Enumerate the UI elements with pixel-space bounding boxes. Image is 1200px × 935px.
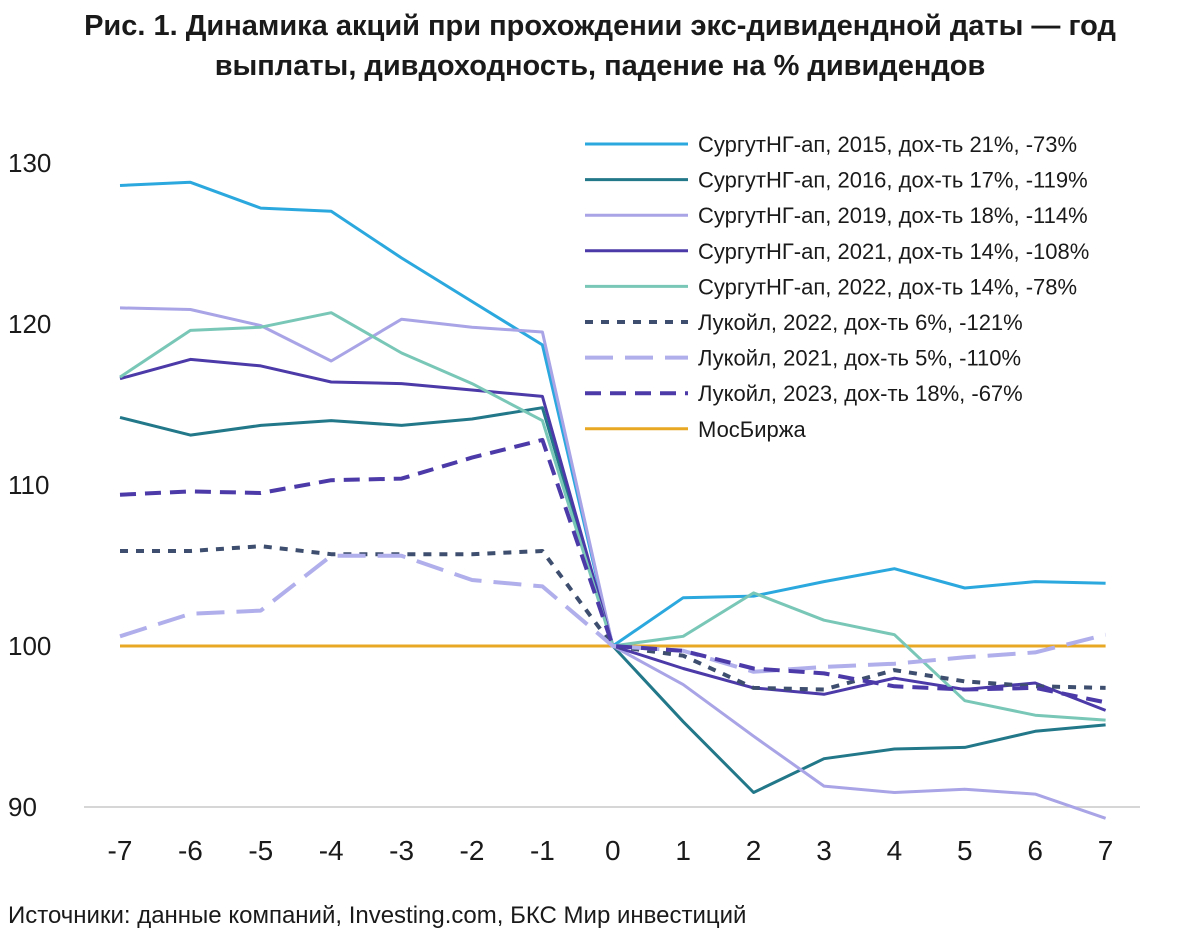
series-line-8 bbox=[119, 437, 1107, 705]
series-line-7 bbox=[119, 553, 1107, 674]
chart-title-line-1: Рис. 1. Динамика акций при прохождении э… bbox=[84, 10, 1116, 42]
legend-label: СургутНГ-ап, 2016, дох-ть 17%, -119% bbox=[698, 168, 1088, 193]
y-tick-label: 90 bbox=[8, 792, 37, 822]
legend-label: СургутНГ-ап, 2019, дох-ть 18%, -114% bbox=[698, 203, 1088, 228]
chart-title-line-2: выплаты, дивдоходность, падение на % див… bbox=[214, 50, 986, 82]
x-tick-label: 3 bbox=[816, 835, 832, 866]
legend-label: Лукойл, 2021, дох-ть 5%, -110% bbox=[698, 346, 1021, 371]
y-axis-tick-labels: 90 100 110 120 130 bbox=[8, 148, 51, 822]
y-tick-label: 120 bbox=[8, 309, 51, 339]
x-tick-label: -5 bbox=[248, 835, 273, 866]
x-tick-label: 5 bbox=[957, 835, 973, 866]
x-tick-label: 7 bbox=[1098, 835, 1114, 866]
x-axis-tick-labels: -7 -6 -5 -4 -3 -2 -1 0 1 2 3 4 5 6 7 bbox=[108, 835, 1114, 866]
plot-series bbox=[119, 180, 1107, 820]
chart-title: Рис. 1. Динамика акций при прохождении э… bbox=[0, 6, 1200, 86]
series-line-2 bbox=[119, 406, 1106, 794]
legend-label: Лукойл, 2022, дох-ть 6%, -121% bbox=[698, 310, 1023, 335]
x-tick-label: 2 bbox=[746, 835, 762, 866]
x-tick-label: -6 bbox=[178, 835, 203, 866]
x-tick-label: 1 bbox=[675, 835, 691, 866]
line-chart: 90 100 110 120 130 -7 -6 -5 -4 -3 -2 -1 0 1 2 3 4 5 6 7 Су… bbox=[8, 132, 1140, 866]
source-note: Источники: данные компаний, Investing.co… bbox=[8, 902, 747, 929]
x-tick-label: 6 bbox=[1027, 835, 1043, 866]
y-tick-label: 100 bbox=[8, 631, 51, 661]
legend-label: СургутНГ-ап, 2022, дох-ть 14%, -78% bbox=[698, 274, 1077, 299]
series-line-6 bbox=[120, 544, 1106, 692]
x-tick-label: -2 bbox=[460, 835, 485, 866]
x-tick-label: -3 bbox=[389, 835, 414, 866]
y-tick-label: 110 bbox=[8, 470, 49, 500]
legend: СургутНГ-ап, 2015, дох-ть 21%, -73% Сургу… bbox=[585, 132, 1089, 442]
legend-label: Лукойл, 2023, дох-ть 18%, -67% bbox=[698, 381, 1023, 406]
y-tick-label: 130 bbox=[8, 148, 51, 178]
x-tick-label: 4 bbox=[887, 835, 903, 866]
legend-label: СургутНГ-ап, 2015, дох-ть 21%, -73% bbox=[698, 132, 1077, 157]
x-tick-label: -4 bbox=[319, 835, 344, 866]
legend-label: СургутНГ-ап, 2021, дох-ть 14%, -108% bbox=[698, 239, 1089, 264]
x-tick-label: -7 bbox=[108, 835, 133, 866]
legend-label: МосБиржа bbox=[698, 417, 806, 442]
x-tick-label: 0 bbox=[605, 835, 621, 866]
x-tick-label: -1 bbox=[530, 835, 555, 866]
